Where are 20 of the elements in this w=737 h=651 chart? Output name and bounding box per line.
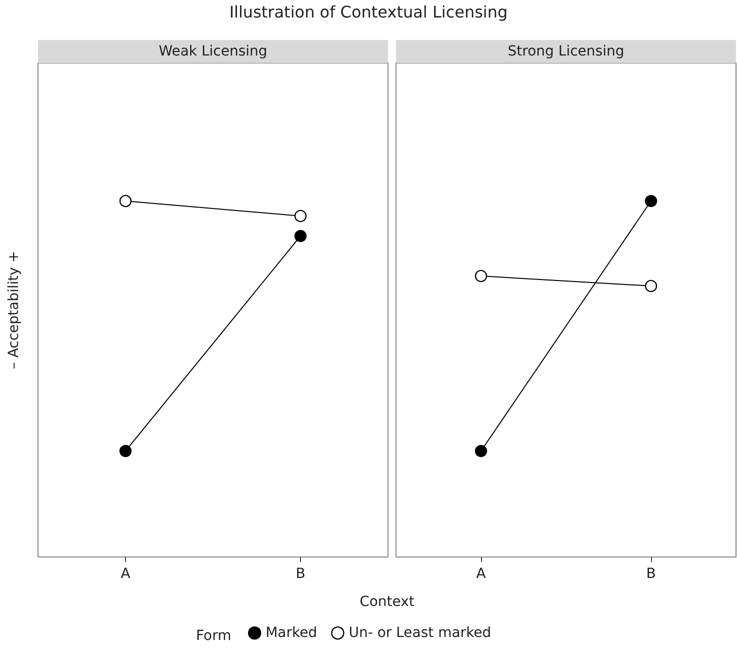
point	[474, 270, 488, 282]
chart-title: Illustration of Contextual Licensing	[229, 2, 508, 22]
x-tick-label: A	[476, 566, 486, 582]
point	[119, 194, 132, 208]
x-tick-label: A	[120, 566, 131, 582]
legend-label: Marked	[266, 625, 318, 641]
point	[474, 444, 488, 458]
x-tick-label: B	[646, 566, 656, 582]
point	[644, 194, 658, 208]
point	[294, 210, 307, 222]
chart-subtitle: Weak Licensing	[158, 44, 268, 60]
chart-subtitle: Strong Licensing	[508, 44, 624, 60]
point	[294, 230, 307, 242]
point	[119, 444, 132, 458]
legend-title: Form	[196, 628, 232, 644]
legend-label: Un- or Least marked	[348, 625, 492, 641]
x-tick-label: B	[296, 566, 306, 582]
x-axis-title: Context	[360, 594, 415, 610]
point	[644, 280, 658, 292]
y-axis-title: – Acceptability +	[6, 250, 22, 370]
